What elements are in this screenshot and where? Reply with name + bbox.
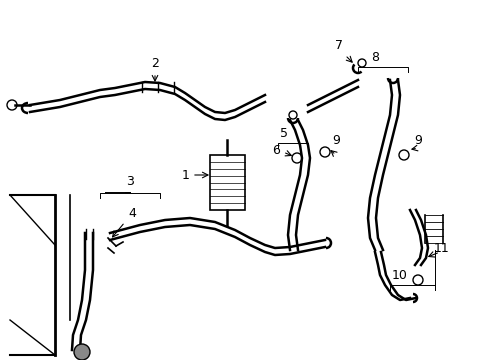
Text: 2: 2 — [151, 57, 159, 70]
Text: 1: 1 — [182, 168, 190, 181]
Circle shape — [74, 344, 90, 360]
Bar — [209, 155, 244, 210]
Text: 5: 5 — [280, 127, 287, 140]
Text: 9: 9 — [413, 134, 421, 147]
Text: 8: 8 — [370, 51, 378, 64]
Text: 9: 9 — [331, 134, 339, 147]
Text: 3: 3 — [126, 175, 134, 188]
Text: 6: 6 — [271, 144, 280, 157]
Text: 10: 10 — [391, 269, 407, 282]
Text: 4: 4 — [128, 207, 136, 220]
Text: 11: 11 — [433, 242, 449, 255]
Text: 7: 7 — [334, 39, 342, 52]
